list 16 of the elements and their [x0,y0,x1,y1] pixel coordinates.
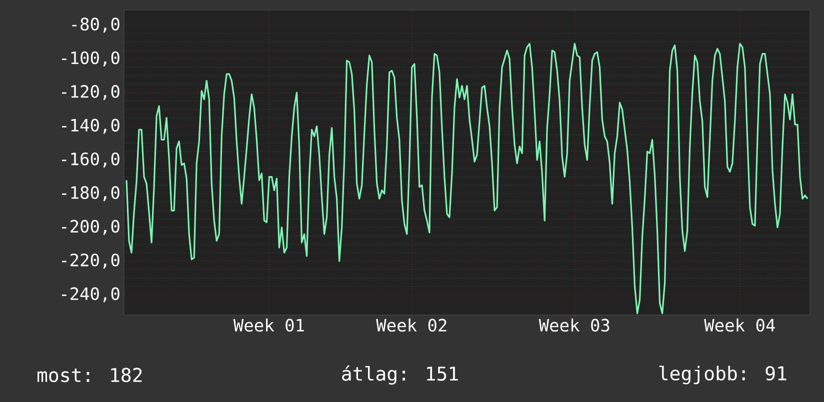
x-tick-label: Week 02 [376,318,446,332]
text: legjobb: 91 [659,366,786,384]
y-tick-label: -240,0 [62,287,120,302]
y-tick-label: -80,0 [72,18,120,33]
y-tick-label: -120,0 [62,85,120,100]
y-tick-label: -200,0 [62,220,120,235]
y-tick-label: -140,0 [62,118,120,134]
text: átlag: 151 [342,365,458,385]
x-tick-label: Week 03 [538,318,610,332]
y-tick-label: -100,0 [62,51,120,66]
y-tick-label: -180,0 [62,186,120,202]
x-tick-label: Week 04 [704,318,775,332]
y-tick-label: -160,0 [62,152,120,168]
x-tick-label: Week 01 [233,318,304,332]
y-tick-label: -220,0 [62,254,120,269]
text: most: 182 [38,368,142,382]
